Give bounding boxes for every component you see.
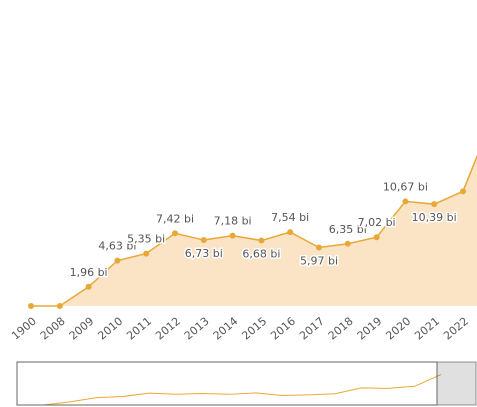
value-label: 4,63 bi	[98, 240, 136, 253]
value-label: 7,54 bi	[271, 211, 309, 224]
value-label: 1,96 bi	[70, 266, 108, 279]
x-tick-label: 2019	[355, 315, 385, 343]
navigator-frame	[16, 361, 477, 406]
x-tick-label: 2015	[239, 315, 269, 343]
x-tick-label: 2009	[67, 315, 97, 343]
point	[316, 244, 322, 251]
value-label: 6,73 bi	[185, 247, 223, 260]
point	[287, 229, 294, 236]
x-tick-label: 2014	[211, 315, 241, 343]
x-tick-label: 2020	[383, 315, 413, 343]
navigator-mask	[437, 362, 476, 405]
plot-area: 1,96 bi 4,63 bi5,35 bi 7,42 bi 6,73 bi 7,18 …	[28, 154, 477, 309]
point	[402, 198, 409, 205]
point	[28, 303, 34, 309]
point	[229, 232, 236, 239]
point	[56, 303, 63, 309]
point	[460, 188, 466, 195]
x-tick-label: 2008	[38, 315, 68, 343]
point	[114, 257, 121, 264]
x-axis: 1900200820092010201120122013201420152016…	[9, 315, 471, 343]
point	[172, 230, 178, 237]
point	[200, 237, 207, 244]
x-tick-label: 2011	[124, 315, 154, 343]
point	[431, 201, 438, 208]
value-label: 6,35 bi	[329, 223, 367, 236]
x-tick-label: 2018	[326, 315, 356, 343]
value-label: 7,02 bi	[358, 216, 396, 229]
value-label: 5,97 bi	[300, 254, 338, 267]
value-label: 5,35 bi	[127, 233, 165, 246]
value-label: 7,18 bi	[214, 215, 252, 228]
point	[143, 250, 150, 257]
x-tick-label: 2013	[182, 315, 212, 343]
value-label: 10,67 bi	[383, 180, 428, 193]
x-tick-label: 1900	[9, 315, 39, 343]
x-tick-label: 2022	[441, 315, 471, 343]
navigator[interactable]	[16, 361, 477, 406]
x-tick-label: 2021	[412, 315, 442, 343]
value-label: 7,42 bi	[156, 212, 194, 225]
area-fill	[31, 156, 477, 306]
navigator-line	[17, 374, 442, 406]
value-label: 6,68 bi	[242, 248, 280, 261]
x-tick-label: 2017	[297, 315, 327, 343]
point	[344, 240, 351, 247]
x-tick-label: 2010	[95, 315, 125, 343]
x-tick-label: 2016	[268, 315, 298, 343]
navigator-window[interactable]	[16, 361, 438, 406]
point	[85, 283, 92, 290]
point	[258, 237, 265, 244]
point	[373, 234, 380, 241]
x-tick-label: 2012	[153, 315, 183, 343]
value-label: 10,39 bi	[412, 211, 457, 224]
